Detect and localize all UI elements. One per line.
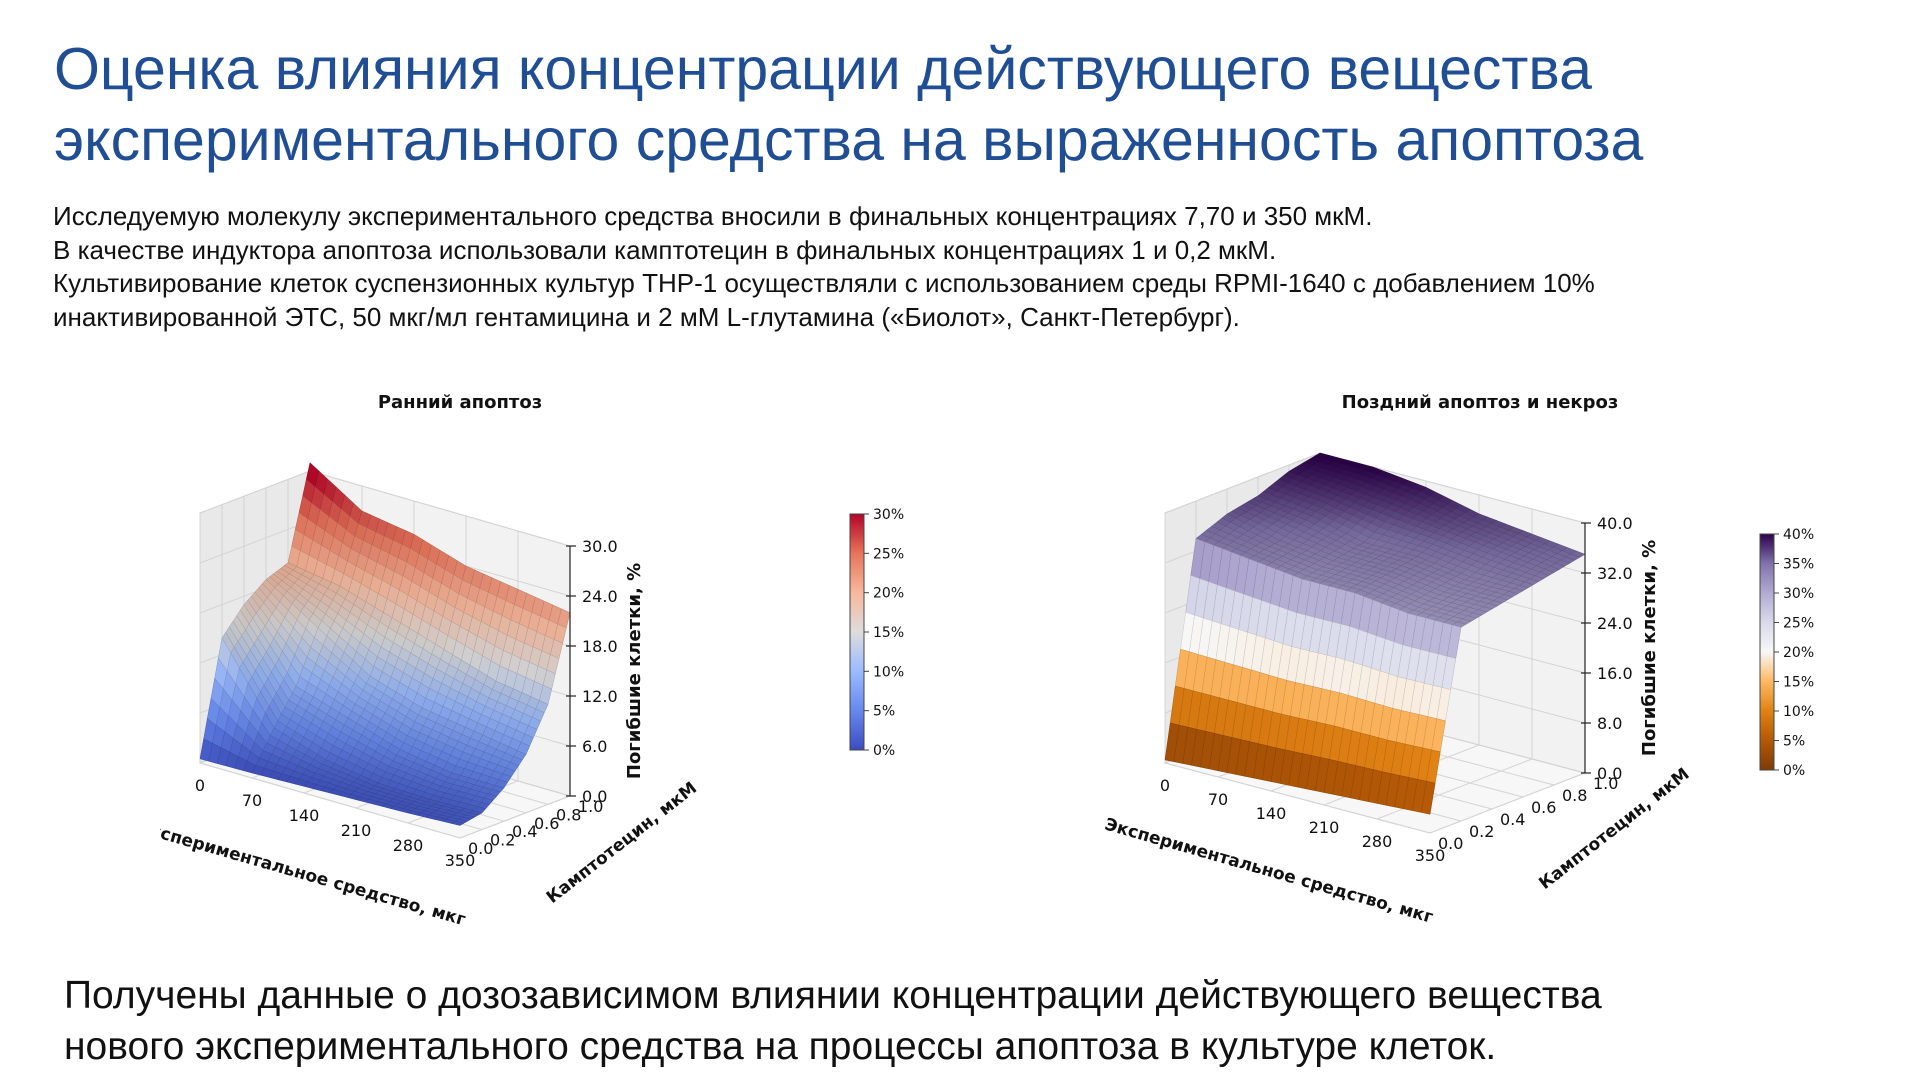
x-tick-label: 140 <box>1256 804 1287 823</box>
colorbar-tick-label: 5% <box>873 704 895 720</box>
colorbar-tick-label: 5% <box>1783 734 1805 750</box>
colorbar: 0% 5% 10% 15% 20% 25% 30% <box>849 507 904 759</box>
methods-line: В качестве индуктора апоптоза использова… <box>53 234 1277 265</box>
z-tick-label: 0.0 <box>582 787 607 806</box>
early-apoptosis-chart: Ранний апоптоз 0.0 6.0 12.0 18.0 24.0 30.0 Поги… <box>160 392 904 930</box>
conclusion-text: Получены данные о дозозависимом влиянии … <box>64 970 1864 1072</box>
methods-line: инактивированной ЭТС, 50 мкг/мл гентамиц… <box>53 301 1240 332</box>
z-tick-label: 8.0 <box>1597 714 1622 733</box>
colorbar-gradient <box>849 513 865 751</box>
y-tick-label: 0.8 <box>1562 786 1587 805</box>
surface-cell <box>199 738 213 762</box>
x-tick-label: 140 <box>289 806 320 825</box>
y-tick-label: 0.4 <box>512 822 537 841</box>
y-gridline <box>199 513 461 839</box>
y-tick-label: 1.0 <box>1593 774 1618 793</box>
slide-title: Оценка влияния концентрации действующего… <box>54 34 1874 176</box>
x-tick-label: 0 <box>195 776 205 795</box>
y-gridline <box>1164 513 1431 834</box>
y-tick-label: 0.0 <box>1438 834 1463 853</box>
y-tick-label: 0.2 <box>1469 822 1494 841</box>
methods-line: Культивирование клеток суспензионных кул… <box>53 268 1595 298</box>
y-tick-label: 0.4 <box>1500 810 1525 829</box>
chart-title: Ранний апоптоз <box>378 392 542 413</box>
x-axis-label: Экспериментальное средство, мкг <box>160 817 468 930</box>
methods-line: Исследуемую молекулу экспериментального … <box>53 201 1373 231</box>
y-tick-label: 0.6 <box>1531 798 1556 817</box>
x-tick-label: 70 <box>1208 790 1228 809</box>
conclusion-line: нового экспериментального средства на пр… <box>64 1025 1497 1068</box>
colorbar: 0% 5% 10% 15% 20% 25% 30% 35% 40% <box>1759 527 1814 779</box>
colorbar-gradient <box>1759 533 1775 771</box>
x-tick-label: 210 <box>341 821 372 840</box>
colorbar-tick-label: 40% <box>1783 527 1814 543</box>
conclusion-line: Получены данные о дозозависимом влиянии … <box>64 974 1602 1017</box>
colorbar-tick-label: 25% <box>1783 616 1814 632</box>
colorbar-tick-label: 15% <box>1783 675 1814 691</box>
late-apoptosis-necrosis-chart: Поздний апоптоз и некроз 0.0 8.0 16.0 24.0 32… <box>1102 392 1814 928</box>
colorbar-tick-label: 15% <box>873 625 904 641</box>
colorbar-tick-label: 35% <box>1783 557 1814 573</box>
z-tick-label: 6.0 <box>582 737 607 756</box>
z-axis: 0.0 8.0 16.0 24.0 32.0 40.0 <box>1581 514 1633 783</box>
chart-title: Поздний апоптоз и некроз <box>1342 392 1619 413</box>
z-axis: 0.0 6.0 12.0 18.0 24.0 30.0 <box>566 537 618 806</box>
x-tick-label: 350 <box>1415 846 1446 865</box>
x-tick-label: 70 <box>242 791 262 810</box>
colorbar-tick-label: 0% <box>873 743 895 759</box>
x-tick-label: 280 <box>1362 832 1393 851</box>
colorbar-tick-label: 20% <box>873 586 904 602</box>
y-tick-label: 1.0 <box>578 797 603 816</box>
z-tick-label: 0.0 <box>1597 764 1622 783</box>
surface <box>199 462 571 826</box>
surface <box>1164 452 1586 815</box>
z-axis-label: Погибшие клетки, % <box>1639 540 1660 756</box>
z-tick-label: 18.0 <box>582 637 618 656</box>
z-tick-label: 40.0 <box>1597 514 1633 533</box>
y-tick-label: 0.2 <box>490 831 515 850</box>
z-tick-label: 24.0 <box>1597 614 1633 633</box>
slide-title-line: Оценка влияния концентрации действующего… <box>54 36 1592 102</box>
colorbar-tick-label: 20% <box>1783 645 1814 661</box>
y-tick-label: 0.8 <box>556 805 581 824</box>
colorbar-tick-label: 30% <box>1783 586 1814 602</box>
methods-text: Исследуемую молекулу экспериментального … <box>53 200 1913 334</box>
colorbar-tick-label: 10% <box>873 664 904 680</box>
x-tick-label: 210 <box>1309 818 1340 837</box>
surface-cell <box>1164 722 1180 762</box>
z-tick-label: 24.0 <box>582 587 618 606</box>
colorbar-tick-label: 0% <box>1783 763 1805 779</box>
z-tick-label: 32.0 <box>1597 564 1633 583</box>
colorbar-tick-label: 30% <box>873 507 904 523</box>
colorbar-tick-label: 10% <box>1783 704 1814 720</box>
x-tick-label: 350 <box>445 851 476 870</box>
z-axis-label: Погибшие клетки, % <box>624 563 645 779</box>
y-tick-label: 0.6 <box>534 814 559 833</box>
z-tick-label: 30.0 <box>582 537 618 556</box>
colorbar-tick-label: 25% <box>873 546 904 562</box>
z-tick-label: 16.0 <box>1597 664 1633 683</box>
z-tick-label: 12.0 <box>582 687 618 706</box>
x-tick-label: 0 <box>1160 776 1170 795</box>
x-tick-label: 280 <box>393 836 424 855</box>
y-tick-label: 0.0 <box>468 839 493 858</box>
slide-title-line: экспериментального средства на выраженно… <box>54 107 1644 173</box>
